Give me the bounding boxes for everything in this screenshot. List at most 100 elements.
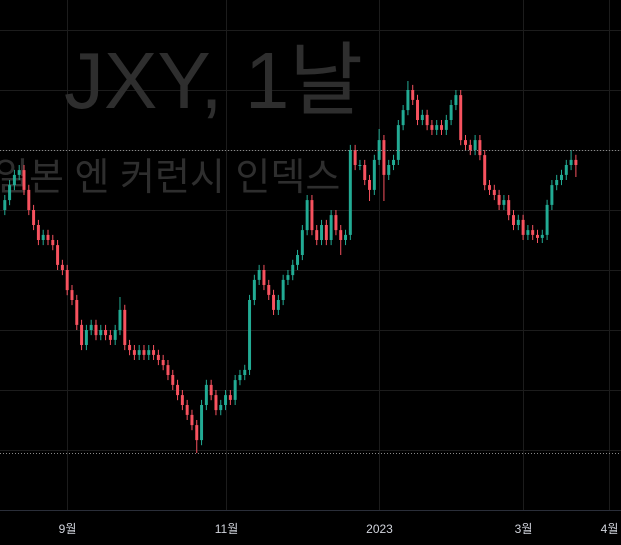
candle-body bbox=[118, 309, 122, 330]
candle-body bbox=[214, 395, 218, 411]
candle-body bbox=[70, 290, 74, 300]
candle-body bbox=[574, 159, 578, 165]
candle-body bbox=[344, 234, 348, 240]
candle-body bbox=[281, 279, 285, 300]
candle-body bbox=[502, 200, 506, 205]
candle-body bbox=[3, 200, 7, 210]
candle-body bbox=[339, 230, 343, 240]
candle-body bbox=[209, 384, 213, 396]
candle-body bbox=[262, 270, 266, 285]
candle-body bbox=[324, 225, 328, 240]
candle-body bbox=[128, 345, 132, 351]
candle-body bbox=[416, 99, 420, 120]
candle-body bbox=[377, 140, 381, 160]
candle-body bbox=[569, 159, 573, 165]
candle-body bbox=[41, 234, 45, 240]
candle-body bbox=[310, 200, 314, 231]
candle-body bbox=[531, 230, 535, 235]
candle-body bbox=[132, 350, 136, 355]
candle-body bbox=[387, 165, 391, 175]
candle-body bbox=[555, 180, 559, 186]
candle-body bbox=[233, 380, 237, 400]
candle-body bbox=[444, 120, 448, 130]
candle-body bbox=[300, 230, 304, 255]
candle-body bbox=[560, 174, 563, 180]
candle-body bbox=[392, 159, 396, 165]
candle-body bbox=[435, 125, 439, 130]
candle-body bbox=[89, 324, 93, 330]
candle-body bbox=[80, 324, 84, 345]
candle-body bbox=[488, 185, 491, 190]
candle-body bbox=[526, 230, 530, 235]
candle-body bbox=[420, 114, 424, 120]
candle-body bbox=[320, 225, 324, 240]
candle-body bbox=[315, 230, 319, 240]
candle-body bbox=[200, 405, 204, 441]
candle-body bbox=[286, 275, 290, 280]
candle-body bbox=[17, 170, 21, 175]
candle-body bbox=[459, 95, 463, 141]
candle-body bbox=[464, 140, 467, 145]
candle-body bbox=[166, 365, 170, 375]
candle-body bbox=[363, 165, 367, 180]
candle-body bbox=[123, 309, 127, 345]
x-tick-label: 3월 bbox=[515, 522, 533, 536]
candle-body bbox=[99, 330, 103, 336]
candle-body bbox=[540, 234, 544, 238]
candle-body bbox=[65, 270, 69, 291]
candle-body bbox=[536, 234, 539, 238]
candle-body bbox=[94, 324, 98, 336]
candle-body bbox=[104, 330, 108, 336]
candle-body bbox=[291, 264, 295, 276]
candle-body bbox=[171, 375, 175, 385]
candle-body bbox=[185, 405, 189, 415]
candle-body bbox=[56, 245, 60, 265]
candle-body bbox=[252, 279, 256, 300]
candle-body bbox=[358, 165, 362, 166]
x-tick-label: 2023 bbox=[366, 522, 393, 536]
candle-body bbox=[195, 425, 199, 441]
candle-body bbox=[348, 150, 352, 235]
x-tick-label: 4월 bbox=[601, 522, 619, 536]
candle-body bbox=[137, 350, 141, 355]
candle-body bbox=[401, 110, 405, 126]
candle-body bbox=[468, 144, 472, 150]
candle-body bbox=[243, 369, 247, 375]
candle-body bbox=[46, 234, 50, 240]
candle-body bbox=[473, 140, 477, 150]
candle-body bbox=[406, 90, 410, 111]
candle-body bbox=[276, 300, 280, 310]
grid bbox=[0, 0, 621, 511]
candle-body bbox=[329, 215, 333, 240]
candle-body bbox=[353, 150, 357, 165]
candle-body bbox=[425, 114, 429, 126]
candle-body bbox=[51, 240, 55, 246]
candle-body bbox=[478, 140, 482, 156]
candle-body bbox=[156, 354, 160, 360]
x-axis: 9월 11월 2023 3월 4월 bbox=[59, 522, 619, 536]
candle-body bbox=[483, 155, 487, 186]
watermark-subtitle: 일본 엔 커런시 인덱스 bbox=[0, 157, 340, 199]
candle-body bbox=[84, 330, 88, 345]
candle-body bbox=[204, 384, 208, 405]
candle-body bbox=[368, 180, 372, 190]
candle-body bbox=[564, 165, 568, 175]
candle-body bbox=[497, 195, 501, 205]
candle-body bbox=[267, 285, 271, 295]
candle-body bbox=[228, 395, 232, 400]
candle-body bbox=[152, 350, 156, 355]
x-tick-label: 9월 bbox=[59, 522, 77, 536]
candle-body bbox=[190, 414, 194, 426]
candle-body bbox=[440, 125, 444, 130]
candle-body bbox=[176, 384, 180, 396]
candle-body bbox=[32, 210, 36, 225]
candle-body bbox=[372, 159, 376, 190]
candle-body bbox=[449, 105, 453, 120]
candle-body bbox=[238, 375, 242, 381]
watermark-title: JXY, 1날 bbox=[64, 36, 363, 125]
candle-body bbox=[272, 294, 276, 310]
candle-body bbox=[219, 405, 223, 411]
candle-body bbox=[430, 125, 434, 130]
candle-body bbox=[396, 125, 400, 160]
